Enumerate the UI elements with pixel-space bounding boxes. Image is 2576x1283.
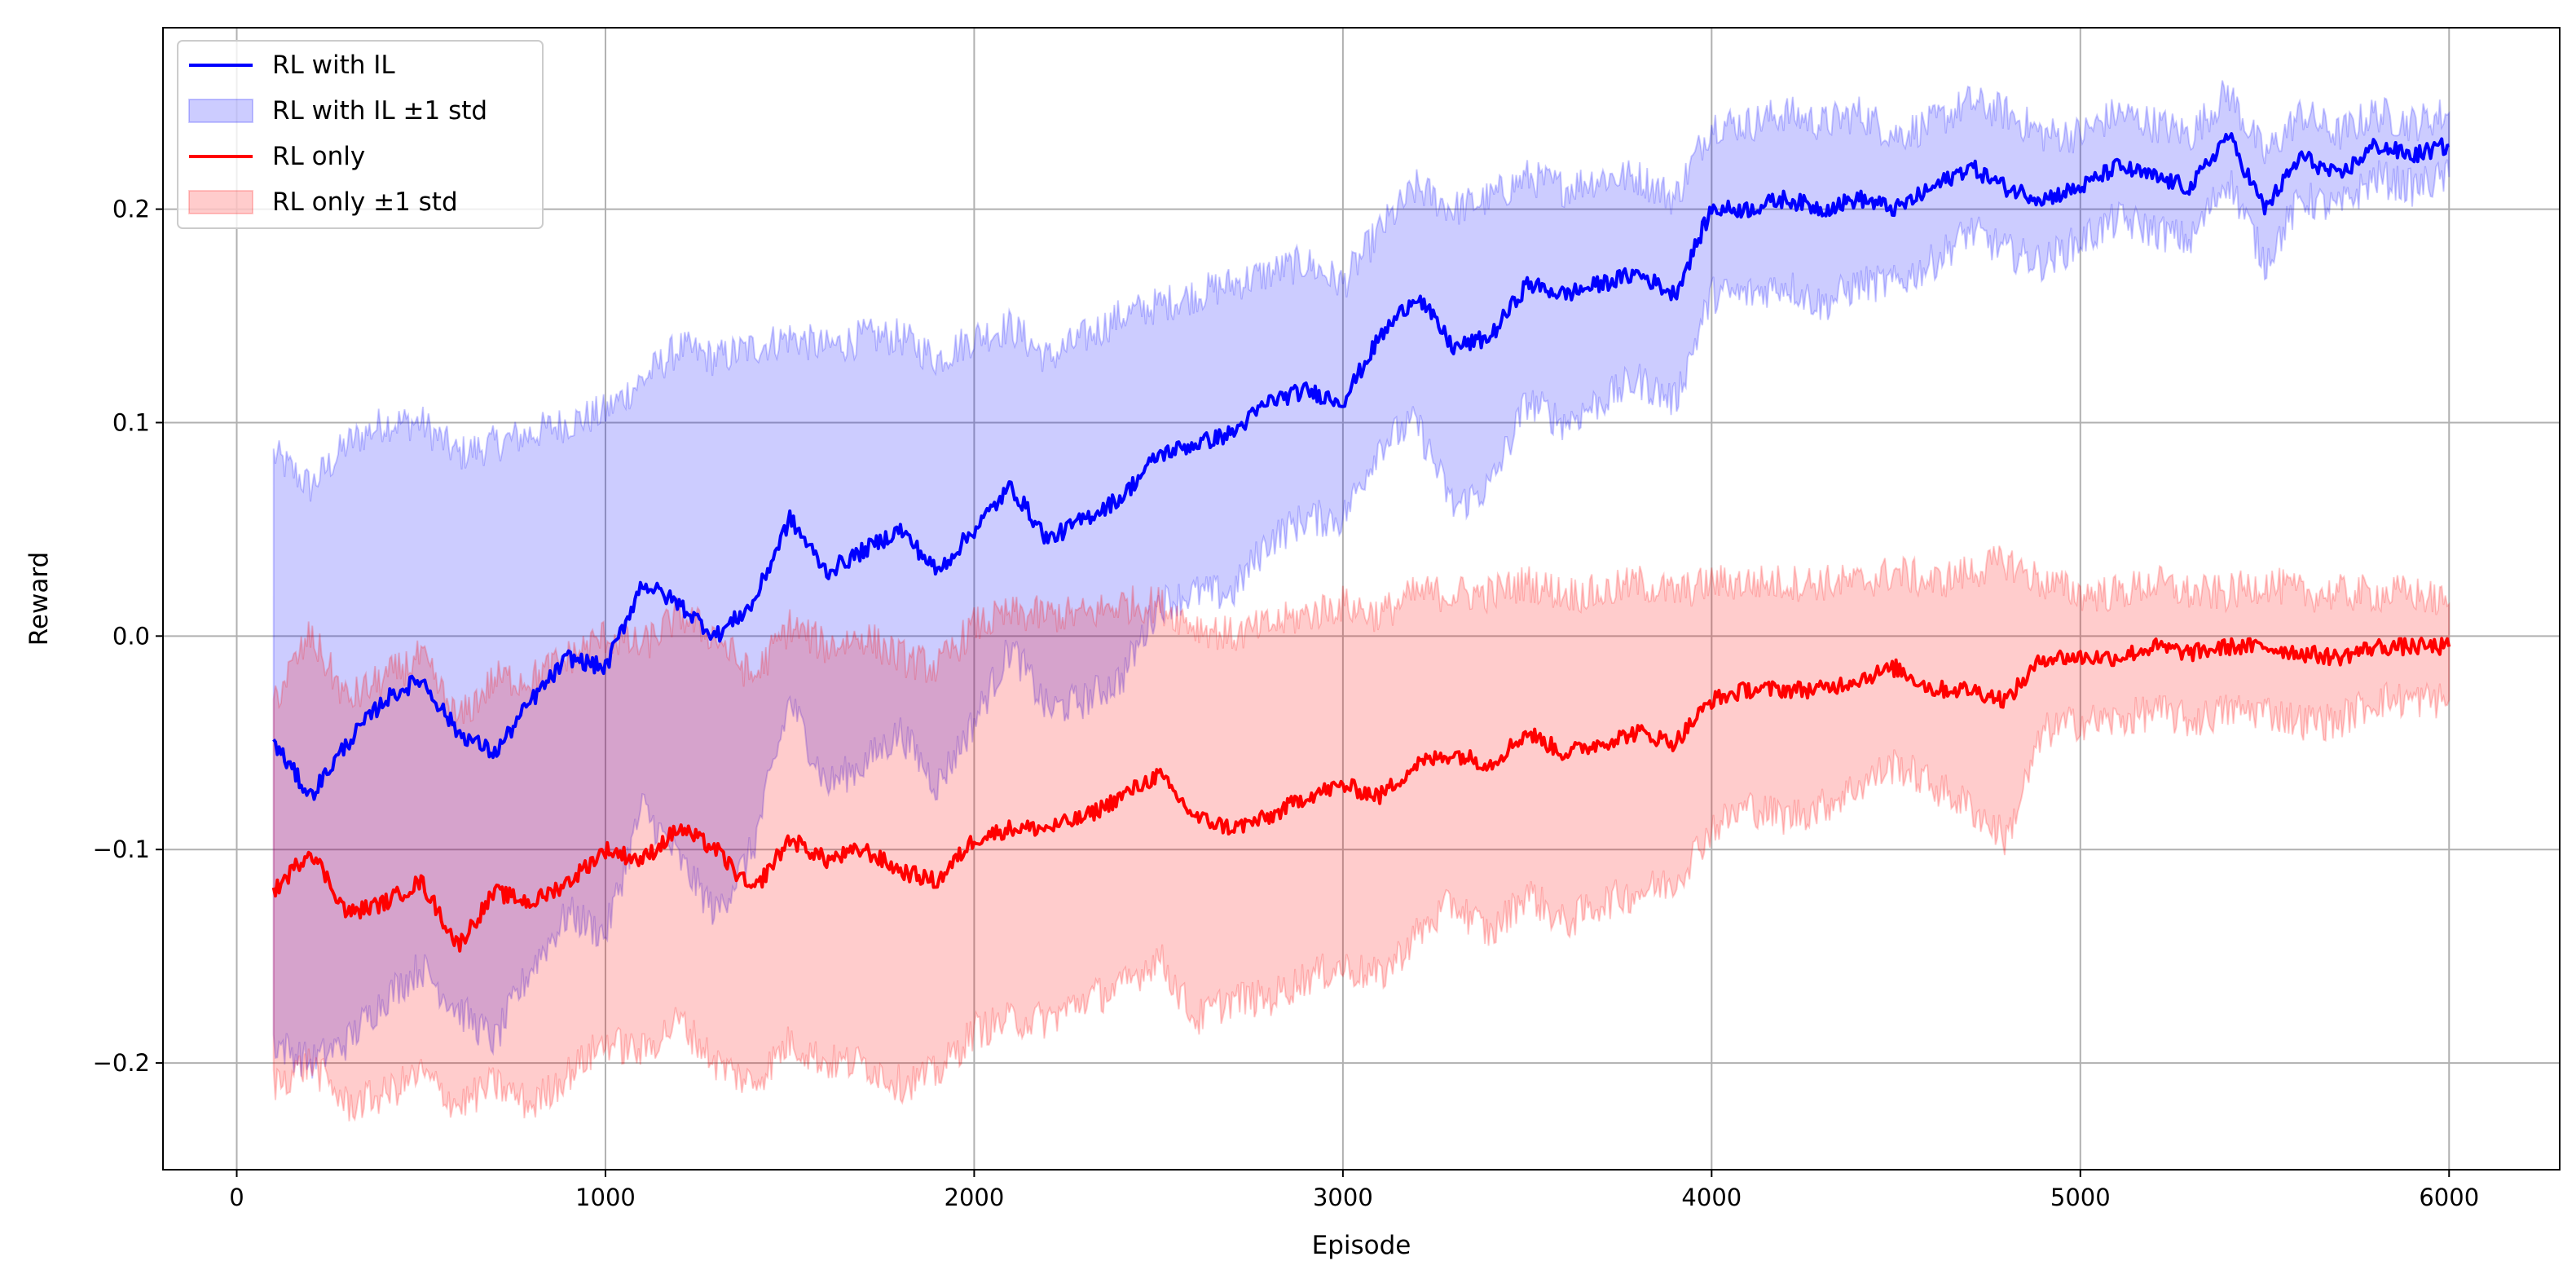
y-axis-ticks: −0.2 −0.1 0.0 0.1 0.2 bbox=[93, 196, 163, 1077]
x-tick-label: 3000 bbox=[1313, 1184, 1373, 1211]
series-lines bbox=[271, 132, 2451, 953]
x-tick-label: 1000 bbox=[575, 1184, 636, 1211]
y-tick-label: 0.2 bbox=[112, 196, 150, 223]
std-bands bbox=[272, 80, 2451, 1122]
x-tick-label: 4000 bbox=[1681, 1184, 1742, 1211]
x-axis-title: Episode bbox=[1312, 1231, 1411, 1260]
x-tick-label: 5000 bbox=[2050, 1184, 2111, 1211]
legend-label-rl-only-std: RL only ±1 std bbox=[272, 187, 458, 217]
y-tick-label: 0.0 bbox=[112, 622, 150, 650]
legend-label-rl-only: RL only bbox=[272, 142, 365, 171]
legend-label-rl-with-il: RL with IL bbox=[272, 51, 395, 80]
y-tick-label: 0.1 bbox=[112, 408, 150, 436]
plot-frame bbox=[162, 27, 2561, 1171]
legend-box bbox=[177, 40, 544, 229]
band-rl-with-il bbox=[272, 80, 2451, 1079]
legend-swatch-rl-only-std bbox=[188, 190, 253, 214]
x-tick-label: 6000 bbox=[2419, 1184, 2479, 1211]
grid bbox=[163, 28, 2560, 1170]
line-rl-only bbox=[271, 637, 2451, 953]
legend: RL with IL RL with IL ±1 std RL only RL … bbox=[177, 40, 544, 229]
y-tick-label: −0.2 bbox=[93, 1049, 150, 1077]
y-axis-title: Reward bbox=[24, 552, 54, 646]
x-tick-label: 2000 bbox=[945, 1184, 1005, 1211]
x-axis-ticks: 0 1000 2000 3000 4000 5000 6000 bbox=[229, 1170, 2479, 1211]
line-rl-with-il bbox=[272, 132, 2450, 801]
x-tick-label: 0 bbox=[229, 1184, 244, 1211]
band-rl-only bbox=[272, 545, 2451, 1122]
legend-swatch-rl-with-il-std bbox=[188, 99, 253, 123]
legend-label-rl-with-il-std: RL with IL ±1 std bbox=[272, 96, 487, 126]
y-tick-label: −0.1 bbox=[93, 835, 150, 863]
